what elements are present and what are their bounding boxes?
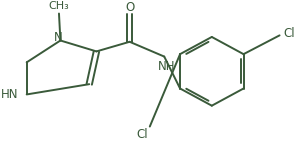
Text: CH₃: CH₃ [49,1,69,11]
Text: O: O [125,1,134,14]
Text: NH: NH [157,60,175,73]
Text: HN: HN [1,88,18,101]
Text: Cl: Cl [283,27,295,40]
Text: N: N [54,31,63,44]
Text: Cl: Cl [136,128,148,141]
